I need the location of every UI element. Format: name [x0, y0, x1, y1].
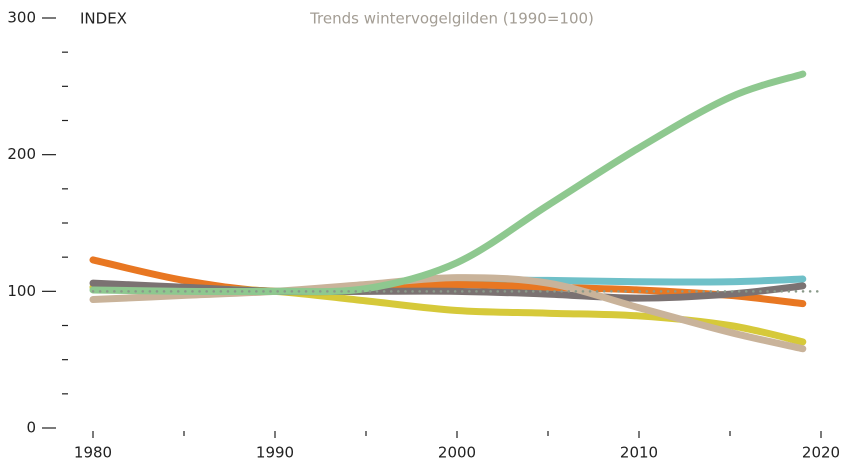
x-tick-label: 1990	[256, 444, 294, 462]
x-tick-label: 2000	[438, 444, 476, 462]
y-tick-label: 0	[26, 419, 36, 437]
x-tick-label: 2010	[620, 444, 658, 462]
y-tick-label: 300	[7, 9, 36, 27]
x-tick-label: 1980	[74, 444, 112, 462]
series-line	[89, 70, 807, 296]
y-axis-label: INDEX	[80, 10, 127, 28]
y-tick-label: 100	[7, 282, 36, 300]
chart-title: Trends wintervogelgilden (1990=100)	[309, 10, 594, 28]
y-tick-label: 200	[7, 145, 36, 163]
x-tick-label: 2020	[802, 444, 840, 462]
